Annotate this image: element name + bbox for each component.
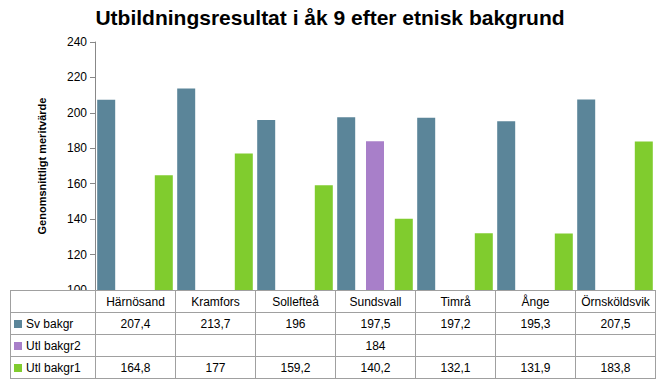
html-text:177: 177: [205, 360, 226, 375]
html-text:Ånge: Ånge: [521, 294, 550, 309]
html-text:Utl bakgr2: Utl bakgr2: [26, 338, 81, 353]
svg-text:200: 200: [67, 106, 87, 120]
html-text:184: 184: [365, 338, 386, 353]
html-text:196: 196: [285, 316, 306, 331]
svg-text:Genomsnittligt meritvärde: Genomsnittligt meritvärde: [36, 98, 48, 235]
html-text:207,4: 207,4: [120, 316, 151, 331]
html-text:Sundsvall: Sundsvall: [349, 294, 402, 309]
html-text:Kramfors: Kramfors: [191, 294, 240, 309]
html-text:Härnösand: Härnösand: [106, 294, 165, 309]
html-text:197,2: 197,2: [440, 316, 471, 331]
html-text:164,8: 164,8: [120, 360, 151, 375]
html-text:183,8: 183,8: [600, 360, 631, 375]
html-text:197,5: 197,5: [360, 316, 391, 331]
svg-text:Utbildningsresultat i åk 9 eft: Utbildningsresultat i åk 9 efter etnisk …: [95, 6, 564, 29]
html-text:Sollefteå: Sollefteå: [272, 294, 319, 309]
html-text:132,1: 132,1: [440, 360, 471, 375]
svg-text:180: 180: [67, 141, 87, 155]
html-text:Sv bakgr: Sv bakgr: [26, 316, 74, 331]
svg-text:160: 160: [67, 177, 87, 191]
svg-text:120: 120: [67, 248, 87, 262]
html-text:195,3: 195,3: [520, 316, 551, 331]
html-text:Utl bakgr1: Utl bakgr1: [26, 360, 81, 375]
html-text:Timrå: Timrå: [440, 294, 471, 309]
html-text:207,5: 207,5: [600, 316, 631, 331]
svg-text:240: 240: [67, 35, 87, 49]
svg-text:140: 140: [67, 212, 87, 226]
html-text:140,2: 140,2: [360, 360, 391, 375]
html-text:131,9: 131,9: [520, 360, 551, 375]
html-text:213,7: 213,7: [200, 316, 231, 331]
svg-text:220: 220: [67, 70, 87, 84]
html-text:Örnsköldsvik: Örnsköldsvik: [581, 294, 650, 309]
html-text:159,2: 159,2: [280, 360, 311, 375]
